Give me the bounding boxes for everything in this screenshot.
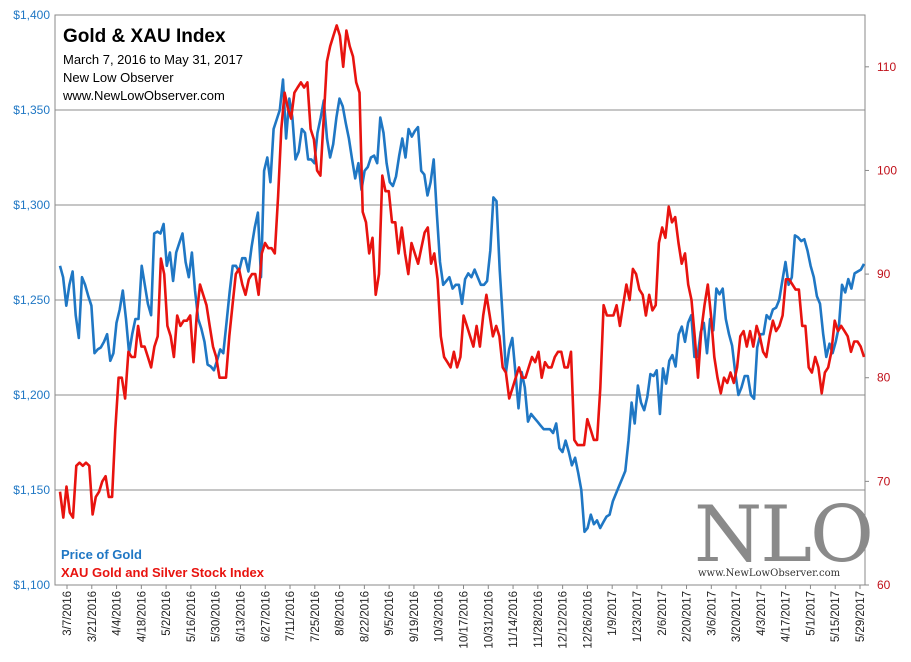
left-tick-label: $1,100: [13, 578, 50, 592]
x-tick-label: 3/7/2016: [62, 591, 74, 636]
right-tick-label: 70: [877, 474, 891, 488]
x-tick-label: 5/15/2017: [830, 591, 842, 642]
chart-title: Gold & XAU Index: [63, 26, 226, 47]
x-tick-label: 4/4/2016: [112, 591, 124, 636]
chart-source: New Low Observer: [63, 70, 174, 85]
x-tick-label: 6/13/2016: [235, 591, 247, 642]
series-line-gold: [58, 78, 866, 534]
x-tick-label: 9/5/2016: [384, 591, 396, 636]
x-tick-label: 9/19/2016: [409, 591, 421, 642]
x-tick-label: 10/31/2016: [483, 591, 495, 649]
x-tick-label: 1/9/2017: [607, 591, 619, 636]
left-axis: $1,100 $1,150 $1,200 $1,250 $1,300 $1,350 $1,4…: [13, 8, 50, 592]
left-tick-label: $1,350: [13, 103, 50, 117]
left-tick-label: $1,200: [13, 388, 50, 402]
chart-website: www.NewLowObserver.com: [63, 88, 225, 103]
right-tick-label: 100: [877, 163, 897, 177]
x-tick-label: 4/3/2017: [756, 591, 768, 636]
x-tick-label: 5/30/2016: [211, 591, 223, 642]
right-tick-label: 60: [877, 578, 891, 592]
x-tick-label: 10/3/2016: [434, 591, 446, 642]
x-tick-label: 3/21/2016: [87, 591, 99, 642]
x-tick-label: 5/2/2016: [161, 591, 173, 636]
x-tick-label: 4/17/2017: [781, 591, 793, 642]
left-tick-label: $1,400: [13, 8, 50, 22]
x-tick-label: 5/1/2017: [805, 591, 817, 636]
x-tick-label: 7/11/2016: [285, 591, 297, 641]
series-line-xau: [58, 24, 866, 519]
x-tick-label: 8/22/2016: [359, 591, 371, 642]
watermark-url: www.NewLowObserver.com: [698, 568, 841, 579]
x-tick-label: 12/26/2016: [582, 591, 594, 649]
x-tick-label: 3/6/2017: [706, 591, 718, 636]
gridlines: [55, 109, 865, 491]
nlo-watermark-logo: NLO www.NewLowObserver.com: [694, 490, 874, 586]
right-axis: 60 70 80 90 100 110: [865, 60, 897, 592]
x-tick-label: 10/17/2016: [459, 591, 471, 649]
legend-xau: XAU Gold and Silver Stock Index: [61, 565, 264, 580]
x-tick-label: 3/20/2017: [731, 591, 743, 642]
x-tick-label: 2/6/2017: [657, 591, 669, 636]
watermark-text: NLO: [694, 490, 874, 580]
left-tick-label: $1,300: [13, 198, 50, 212]
x-tick-label: 5/16/2016: [186, 591, 198, 642]
x-tick-label: 12/12/2016: [558, 591, 570, 649]
left-tick-label: $1,150: [13, 483, 50, 497]
x-tick-label: 11/14/2016: [508, 591, 520, 648]
x-tick-label: 5/29/2017: [855, 591, 867, 642]
right-tick-label: 80: [877, 371, 891, 385]
x-tick-label: 6/27/2016: [260, 591, 272, 642]
chart-subtitle: March 7, 2016 to May 31, 2017: [63, 52, 243, 67]
x-tick-label: 8/8/2016: [335, 591, 347, 636]
x-tick-label: 1/23/2017: [632, 591, 644, 642]
x-axis: 3/7/2016 3/21/2016 4/4/2016 4/18/2016 5/2/20…: [62, 585, 867, 649]
right-tick-label: 90: [877, 267, 891, 281]
series-lines: [58, 24, 866, 534]
left-tick-label: $1,250: [13, 293, 50, 307]
right-tick-label: 110: [877, 60, 896, 74]
x-tick-label: 4/18/2016: [136, 591, 148, 642]
x-tick-label: 2/20/2017: [682, 591, 694, 642]
x-tick-label: 7/25/2016: [310, 591, 322, 642]
x-tick-label: 11/28/2016: [533, 591, 545, 648]
legend-gold: Price of Gold: [61, 547, 142, 562]
